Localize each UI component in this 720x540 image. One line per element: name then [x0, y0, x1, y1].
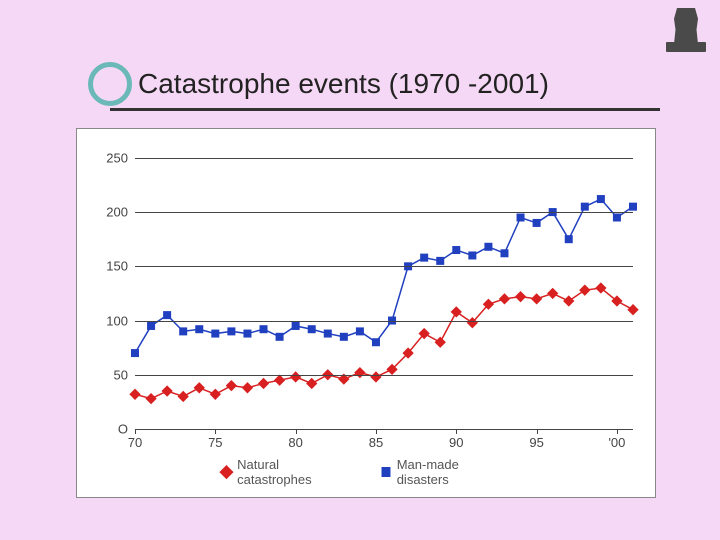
- diamond-marker-icon: [579, 285, 590, 296]
- chart-frame: O50100150200250707580859095'00 Natural c…: [76, 128, 656, 498]
- diamond-marker-icon: [210, 389, 221, 400]
- x-axis-label: 70: [128, 435, 142, 450]
- square-marker-icon: [613, 214, 621, 222]
- diamond-marker-icon: [145, 393, 156, 404]
- diamond-marker-icon: [531, 293, 542, 304]
- square-marker-icon: [243, 330, 251, 338]
- square-marker-icon: [292, 322, 300, 330]
- diamond-marker-icon: [547, 288, 558, 299]
- diamond-marker-icon: [219, 465, 233, 479]
- national-emblem-icon: [664, 8, 708, 58]
- diamond-marker-icon: [354, 367, 365, 378]
- square-marker-icon: [308, 325, 316, 333]
- diamond-marker-icon: [129, 389, 140, 400]
- gridline: [135, 429, 633, 430]
- square-marker-icon: [629, 203, 637, 211]
- square-marker-icon: [533, 219, 541, 227]
- x-tick-mark: [296, 429, 297, 434]
- gridline: [135, 158, 633, 159]
- diamond-marker-icon: [370, 371, 381, 382]
- x-tick-mark: [617, 429, 618, 434]
- diamond-marker-icon: [563, 295, 574, 306]
- x-tick-mark: [456, 429, 457, 434]
- square-marker-icon: [581, 203, 589, 211]
- x-axis-label: 80: [288, 435, 302, 450]
- x-tick-mark: [376, 429, 377, 434]
- square-marker-icon: [420, 254, 428, 262]
- gridline: [135, 375, 633, 376]
- gridline: [135, 266, 633, 267]
- series-line: [135, 199, 633, 353]
- y-axis-label: 250: [88, 150, 128, 165]
- x-tick-mark: [135, 429, 136, 434]
- diamond-marker-icon: [274, 375, 285, 386]
- square-marker-icon: [468, 251, 476, 259]
- square-marker-icon: [452, 246, 460, 254]
- y-axis-label: O: [88, 422, 128, 437]
- chart-svg: [135, 147, 633, 429]
- square-marker-icon: [276, 333, 284, 341]
- diamond-marker-icon: [627, 304, 638, 315]
- diamond-marker-icon: [515, 291, 526, 302]
- y-axis-label: 50: [88, 367, 128, 382]
- square-marker-icon: [179, 327, 187, 335]
- slide-title: Catastrophe events (1970 -2001): [110, 68, 549, 100]
- x-axis-label: 85: [369, 435, 383, 450]
- x-tick-mark: [215, 429, 216, 434]
- diamond-marker-icon: [258, 378, 269, 389]
- square-marker-icon: [131, 349, 139, 357]
- legend-item-manmade: Man-made disasters: [381, 457, 510, 487]
- legend-item-natural: Natural catastrophes: [222, 457, 354, 487]
- diamond-marker-icon: [194, 382, 205, 393]
- diamond-marker-icon: [306, 378, 317, 389]
- gridline: [135, 212, 633, 213]
- legend-label-manmade: Man-made disasters: [397, 457, 511, 487]
- diamond-marker-icon: [161, 385, 172, 396]
- x-axis-label: '00: [608, 435, 625, 450]
- title-underline: [110, 108, 660, 111]
- square-marker-icon: [260, 325, 268, 333]
- square-marker-icon: [227, 327, 235, 335]
- x-tick-mark: [537, 429, 538, 434]
- square-marker-icon: [324, 330, 332, 338]
- square-marker-icon: [211, 330, 219, 338]
- x-axis-label: 95: [529, 435, 543, 450]
- chart-legend: Natural catastrophes Man-made disasters: [222, 457, 511, 487]
- series-line: [135, 288, 633, 399]
- x-axis-label: 75: [208, 435, 222, 450]
- legend-label-natural: Natural catastrophes: [237, 457, 353, 487]
- gridline: [135, 321, 633, 322]
- diamond-marker-icon: [435, 337, 446, 348]
- square-marker-icon: [436, 257, 444, 265]
- diamond-marker-icon: [451, 306, 462, 317]
- square-marker-icon: [372, 338, 380, 346]
- plot-area: O50100150200250707580859095'00: [135, 147, 633, 429]
- square-marker-icon: [597, 195, 605, 203]
- x-axis-label: 90: [449, 435, 463, 450]
- diamond-marker-icon: [290, 371, 301, 382]
- square-marker-icon: [356, 327, 364, 335]
- y-axis-label: 150: [88, 259, 128, 274]
- y-axis-label: 200: [88, 205, 128, 220]
- square-marker-icon: [195, 325, 203, 333]
- diamond-marker-icon: [242, 382, 253, 393]
- diamond-marker-icon: [226, 380, 237, 391]
- square-marker-icon: [565, 235, 573, 243]
- y-axis-label: 100: [88, 313, 128, 328]
- square-marker-icon: [517, 214, 525, 222]
- square-marker-icon: [147, 322, 155, 330]
- square-marker-icon: [163, 311, 171, 319]
- square-marker-icon: [500, 249, 508, 257]
- diamond-marker-icon: [499, 293, 510, 304]
- title-row: Catastrophe events (1970 -2001): [88, 62, 660, 106]
- square-marker-icon: [484, 243, 492, 251]
- square-marker-icon: [340, 333, 348, 341]
- diamond-marker-icon: [178, 391, 189, 402]
- square-marker-icon: [381, 467, 391, 477]
